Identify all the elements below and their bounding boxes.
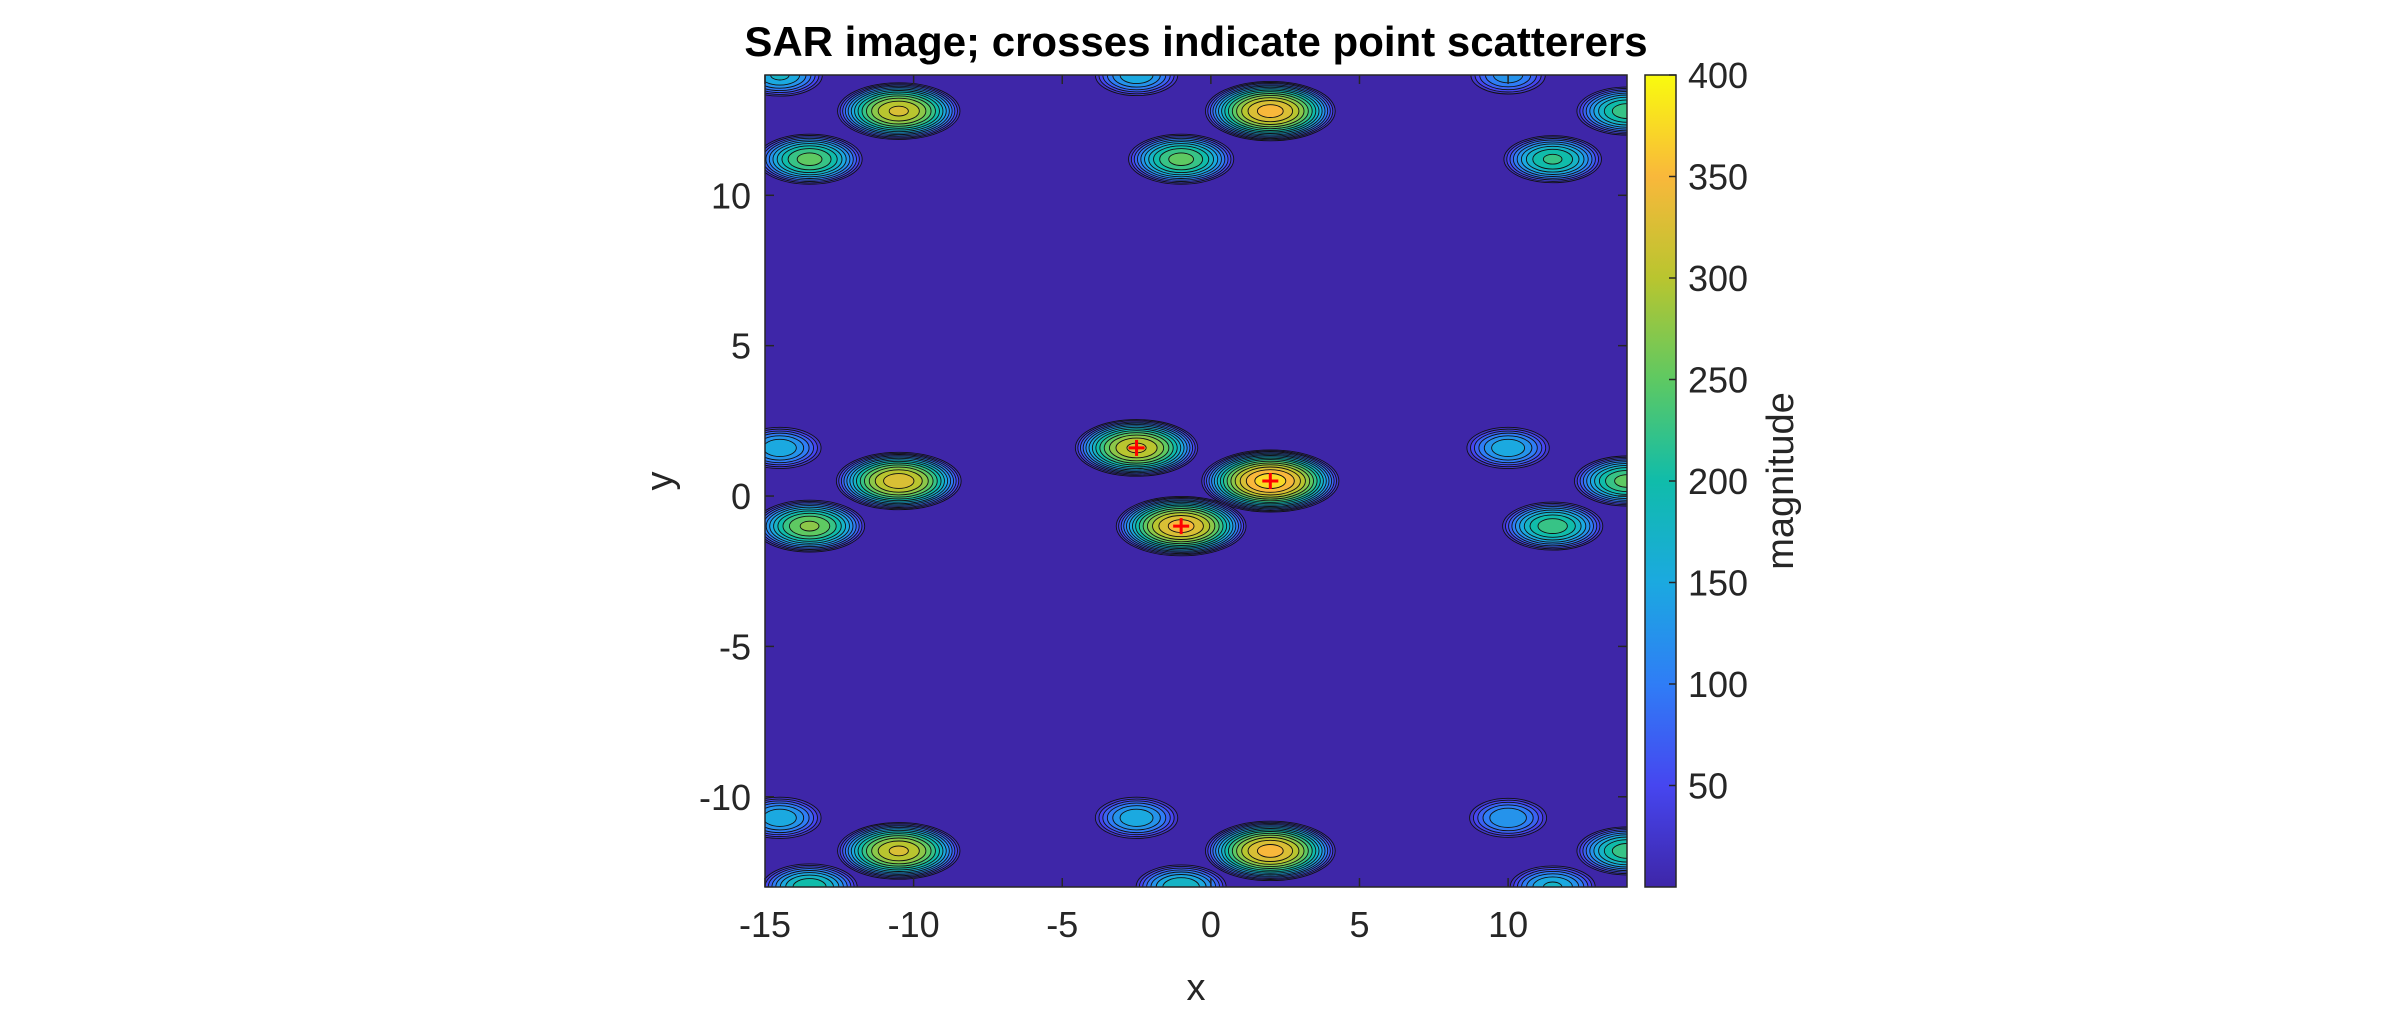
- colorbar-tick-label: 400: [1688, 55, 1748, 96]
- contour-peak-4: [765, 499, 866, 553]
- x-tick-label: -10: [888, 904, 940, 945]
- colorbar-tick-label: 100: [1688, 664, 1748, 705]
- plot-area: [764, 74, 1628, 888]
- y-axis-label: y: [639, 472, 681, 491]
- contour-peak-15: [1503, 135, 1602, 184]
- contour-peak-26: [1509, 865, 1596, 887]
- contour-level: [1611, 103, 1627, 119]
- scatterer-cross-2: [1173, 518, 1190, 535]
- x-tick-label: 10: [1488, 904, 1528, 945]
- contour-peak-10: [765, 133, 863, 185]
- contour-level: [1537, 518, 1568, 534]
- colorbar-tick-label: 200: [1688, 461, 1748, 502]
- x-axis-ticks: -15 -10 -5 0 5 10: [739, 75, 1528, 945]
- colorbar-tick-label: 50: [1688, 766, 1728, 807]
- contour-level: [1256, 844, 1284, 858]
- scatterer-cross-0: [1128, 439, 1145, 456]
- chart-title: SAR image; crosses indicate point scatte…: [744, 18, 1647, 65]
- y-tick-label: -10: [699, 777, 751, 818]
- contour-peak-25: [1576, 826, 1627, 876]
- contour-peak-11: [765, 75, 823, 97]
- contour-level: [796, 152, 823, 166]
- contour-level: [1491, 438, 1526, 457]
- contour-peak-5: [765, 426, 822, 469]
- contour-level: [1256, 104, 1284, 118]
- y-tick-label: 10: [711, 175, 751, 216]
- contour-peak-9: [837, 82, 961, 140]
- contour-level: [888, 105, 909, 117]
- contour-peak-19: [765, 863, 858, 887]
- x-axis-label: x: [1187, 967, 1206, 1009]
- scatterer-cross-1: [1262, 473, 1279, 489]
- contour-peak-20: [765, 796, 822, 839]
- x-tick-label: -5: [1046, 904, 1078, 945]
- contour-level: [1162, 877, 1200, 887]
- contour-level: [1542, 153, 1563, 165]
- contour-level: [765, 438, 797, 457]
- contour-peak-0: [1074, 419, 1199, 477]
- colorbar-tick-label: 250: [1688, 360, 1748, 401]
- plot-frame: [764, 74, 1628, 888]
- y-tick-label: 5: [731, 326, 751, 367]
- contour-level: [1611, 843, 1627, 859]
- contour-peak-7: [1466, 426, 1550, 469]
- colorbar-ticks: 50 100 150 200 250 300 350 400: [1669, 55, 1748, 807]
- contour-level: [1168, 152, 1194, 166]
- contour-peak-13: [1128, 133, 1235, 185]
- contour-peak-12: [1204, 80, 1336, 142]
- contour-peak-24: [1469, 797, 1548, 838]
- contour-level: [765, 808, 797, 827]
- contour-peak-17: [1576, 86, 1627, 136]
- y-axis-ticks: -10 -5 0 5 10: [699, 175, 1627, 818]
- colorbar-tick-label: 300: [1688, 258, 1748, 299]
- y-tick-label: 0: [731, 476, 751, 517]
- contour-peak-22: [1094, 796, 1179, 839]
- contour-level: [883, 473, 915, 489]
- contour-peak-21: [1204, 820, 1336, 882]
- contour-level: [1489, 807, 1527, 828]
- contour-level: [1542, 881, 1563, 887]
- contour-peak-8: [1573, 455, 1627, 507]
- contour-peak-3: [835, 451, 962, 511]
- scatterer-markers: [1128, 439, 1279, 535]
- contour-level: [888, 845, 909, 857]
- colorbar-tick-label: 150: [1688, 563, 1748, 604]
- x-tick-label: 5: [1349, 904, 1369, 945]
- contour-peak-6: [1502, 501, 1604, 551]
- contour-peak-23: [1135, 864, 1227, 887]
- x-tick-label: 0: [1201, 904, 1221, 945]
- contour-level: [1119, 808, 1154, 827]
- contour-level: [770, 75, 790, 81]
- x-tick-label: -15: [739, 904, 791, 945]
- contour-level: [799, 520, 820, 532]
- colorbar: 50 100 150 200 250 300 350 400 magnitude: [1644, 55, 1802, 888]
- y-tick-label: -5: [719, 626, 751, 667]
- contour-peak-18: [837, 822, 961, 880]
- colorbar-label: magnitude: [1760, 392, 1802, 569]
- colorbar-tick-label: 350: [1688, 157, 1748, 198]
